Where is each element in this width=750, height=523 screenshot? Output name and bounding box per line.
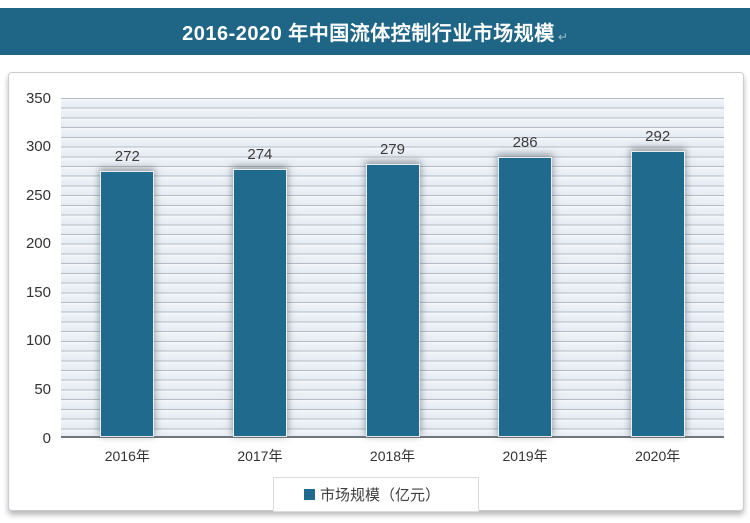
y-tick-label: 200 bbox=[25, 235, 51, 253]
bar-value-label: 292 bbox=[645, 128, 671, 145]
x-tick-label: 2016年 bbox=[104, 448, 150, 464]
chart-card: 272 274 279 286 292 0 50 100 150 200 250 300 350 20… bbox=[8, 72, 744, 512]
y-tick-label: 300 bbox=[25, 138, 51, 156]
x-tick-label: 2018年 bbox=[369, 448, 416, 464]
bar-value-label: 272 bbox=[114, 148, 140, 165]
y-tick-label: 50 bbox=[34, 380, 51, 398]
y-tick-label: 100 bbox=[25, 332, 51, 350]
y-tick-label: 150 bbox=[25, 283, 51, 301]
bar-2019年 bbox=[499, 158, 552, 436]
x-tick-label: 2020年 bbox=[635, 448, 681, 464]
chart-title-banner: 2016-2020 年中国流体控制行业市场规模 ↵ bbox=[0, 8, 750, 55]
y-tick-label: 250 bbox=[25, 186, 51, 204]
legend-label: 市场规模（亿元） bbox=[319, 487, 441, 504]
y-tick-label: 350 bbox=[25, 89, 51, 107]
chart-title: 2016-2020 年中国流体控制行业市场规模 bbox=[182, 23, 555, 45]
x-tick-label: 2017年 bbox=[237, 448, 283, 464]
bar-value-label: 274 bbox=[247, 146, 273, 163]
x-tick-label: 2019年 bbox=[502, 448, 548, 464]
paragraph-mark-icon: ↵ bbox=[557, 29, 568, 44]
legend: 市场规模（亿元） bbox=[272, 477, 480, 512]
legend-marker-icon bbox=[303, 489, 315, 500]
y-tick-label: 0 bbox=[42, 429, 51, 447]
bar-2020年 bbox=[631, 152, 684, 436]
bar-2018年 bbox=[366, 165, 419, 436]
bar-value-label: 279 bbox=[379, 141, 405, 158]
bar-value-label: 286 bbox=[512, 134, 538, 151]
bar-2017年 bbox=[233, 170, 286, 436]
plot-area: 272 274 279 286 292 bbox=[61, 98, 724, 438]
bar-2016年 bbox=[101, 172, 154, 436]
